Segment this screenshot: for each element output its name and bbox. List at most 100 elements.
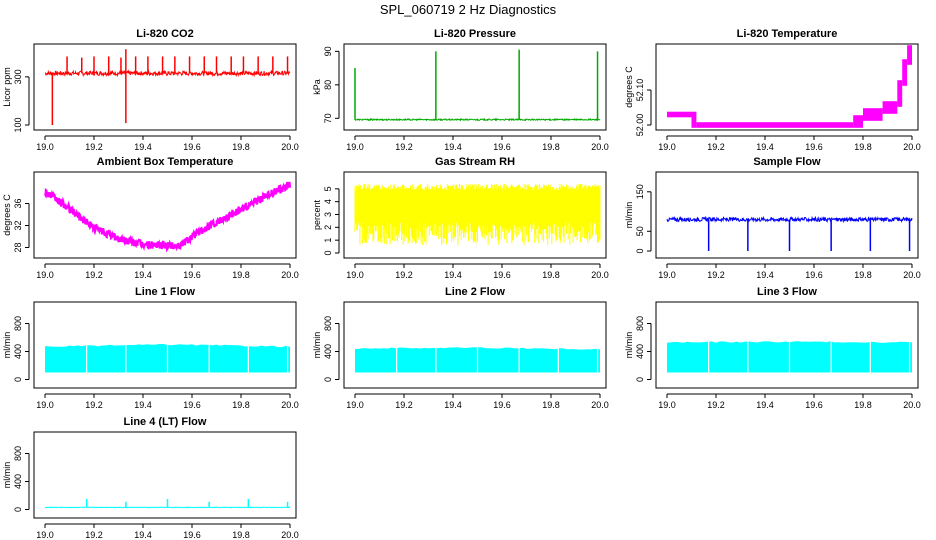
plot-frame (343, 301, 607, 389)
x-tick-label: 19.0 (658, 142, 676, 152)
chart-title: Line 2 Flow (445, 286, 505, 298)
x-tick-label: 20.0 (903, 270, 921, 280)
x-tick-label: 19.2 (395, 142, 413, 152)
x-tick-label: 19.6 (183, 142, 201, 152)
y-tick-label: 36 (13, 198, 23, 208)
y-axis-label: Licor ppm (2, 67, 12, 107)
x-tick-label: 19.4 (444, 400, 462, 410)
plot-frame (33, 171, 297, 259)
x-tick-label: 19.2 (707, 270, 725, 280)
plot-frame (33, 43, 297, 131)
x-tick-label: 19.6 (183, 530, 201, 540)
y-tick-label: 300 (13, 69, 23, 84)
chart-title: Line 4 (LT) Flow (124, 416, 207, 428)
x-tick-label: 19.6 (805, 142, 823, 152)
x-tick-label: 19.8 (232, 400, 250, 410)
y-tick-label: 0 (635, 377, 645, 382)
x-tick-label: 20.0 (591, 400, 609, 410)
x-tick-label: 19.0 (36, 270, 54, 280)
chart-title: Li-820 Pressure (434, 28, 516, 40)
y-tick-label: 400 (323, 344, 333, 359)
y-tick-label: 800 (13, 446, 23, 461)
y-tick-label: 50 (635, 226, 645, 236)
chart-panel: Line 4 (LT) Flow 19.0 19.2 19.4 19.6 19.8 20.0… (2, 416, 299, 540)
y-axis-label: ml/min (2, 462, 12, 489)
series-line (44, 506, 291, 509)
series-step (853, 115, 863, 128)
series-line (44, 69, 291, 78)
x-tick-label: 19.6 (805, 400, 823, 410)
series-step (667, 111, 692, 118)
series-line (44, 181, 292, 253)
x-tick-label: 19.4 (444, 142, 462, 152)
chart-panel: Gas Stream RH 19.0 19.2 19.4 19.6 19.8 20.0 0 1 2… (312, 156, 609, 280)
y-tick-label: 150 (635, 184, 645, 199)
y-tick-label: 1 (323, 238, 333, 243)
x-tick-label: 19.4 (134, 270, 152, 280)
x-tick-label: 19.0 (658, 270, 676, 280)
x-tick-label: 19.0 (346, 270, 364, 280)
x-tick-label: 19.4 (444, 270, 462, 280)
x-tick-label: 19.2 (85, 142, 103, 152)
x-tick-label: 19.8 (542, 142, 560, 152)
x-tick-label: 19.6 (183, 400, 201, 410)
y-tick-label: 52.10 (635, 79, 645, 102)
series-step (882, 101, 898, 114)
y-tick-label: 52.00 (635, 114, 645, 137)
figure-title: SPL_060719 2 Hz Diagnostics (380, 2, 557, 17)
x-tick-label: 19.2 (85, 400, 103, 410)
series-step (863, 108, 883, 121)
x-tick-label: 20.0 (281, 270, 299, 280)
y-tick-label: 70 (323, 113, 333, 123)
x-tick-label: 19.2 (85, 530, 103, 540)
y-tick-label: 800 (635, 316, 645, 331)
x-tick-label: 19.8 (232, 270, 250, 280)
x-tick-label: 19.0 (36, 530, 54, 540)
x-tick-label: 19.8 (542, 270, 560, 280)
series-band (354, 183, 601, 246)
y-tick-label: 400 (13, 474, 23, 489)
x-tick-label: 19.6 (805, 270, 823, 280)
plot-frame (343, 43, 607, 131)
x-tick-label: 19.4 (756, 400, 774, 410)
y-tick-label: 3 (323, 212, 333, 217)
series-step (696, 122, 854, 128)
x-tick-label: 19.0 (36, 142, 54, 152)
x-tick-label: 19.6 (183, 270, 201, 280)
x-tick-label: 19.8 (232, 142, 250, 152)
x-tick-label: 19.4 (134, 142, 152, 152)
chart-panel: Li-820 Temperature 19.0 19.2 19.4 19.6 19.8 20… (624, 28, 921, 152)
y-tick-label: 0 (323, 377, 333, 382)
x-tick-label: 20.0 (591, 142, 609, 152)
x-tick-label: 19.4 (134, 400, 152, 410)
x-tick-label: 19.0 (658, 400, 676, 410)
x-tick-label: 19.8 (854, 142, 872, 152)
y-tick-label: 0 (635, 249, 645, 254)
x-tick-label: 19.0 (346, 400, 364, 410)
y-axis-label: degrees C (624, 66, 634, 108)
y-tick-label: 800 (13, 316, 23, 331)
x-tick-label: 19.6 (493, 142, 511, 152)
chart-panel: Line 3 Flow 19.0 19.2 19.4 19.6 19.8 20.0 0 400 8… (624, 286, 921, 410)
chart-panel: Line 1 Flow 19.0 19.2 19.4 19.6 19.8 20.0 0 400 8… (2, 286, 299, 410)
y-tick-label: 2 (323, 225, 333, 230)
y-tick-label: 100 (13, 117, 23, 132)
y-tick-label: 0 (323, 250, 333, 255)
chart-panel: Li-820 Pressure 19.0 19.2 19.4 19.6 19.8 20.0 7… (312, 28, 609, 152)
x-tick-label: 19.0 (36, 400, 54, 410)
y-axis-label: ml/min (624, 202, 634, 229)
x-tick-label: 20.0 (281, 400, 299, 410)
plot-frame (33, 301, 297, 389)
chart-panel: Ambient Box Temperature 19.0 19.2 19.4 19.6 1… (2, 156, 299, 280)
y-axis-label: ml/min (624, 332, 634, 359)
x-tick-label: 19.8 (232, 530, 250, 540)
chart-title: Li-820 CO2 (136, 28, 193, 40)
y-tick-label: 0 (13, 377, 23, 382)
x-tick-label: 19.6 (493, 270, 511, 280)
series-line (354, 117, 601, 122)
y-tick-label: 4 (323, 199, 333, 204)
x-tick-label: 19.0 (346, 142, 364, 152)
series-step (897, 80, 903, 107)
series-step (907, 45, 912, 65)
y-tick-label: 28 (13, 242, 23, 252)
